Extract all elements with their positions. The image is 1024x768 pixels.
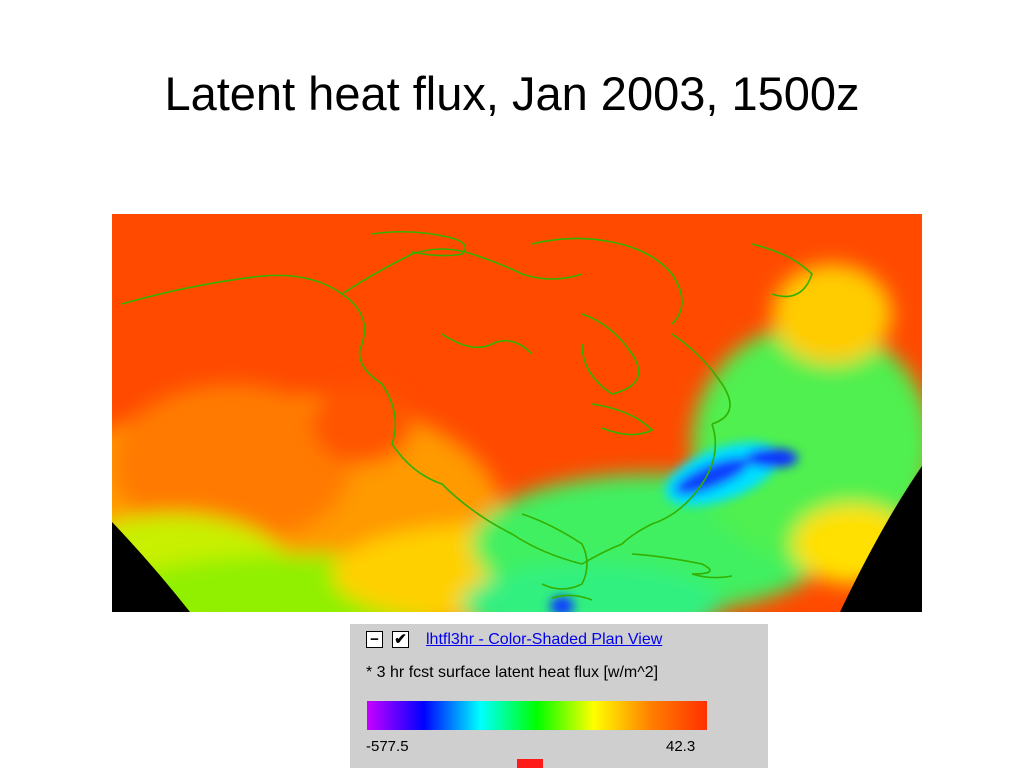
flux-minimum	[550, 442, 798, 612]
flux-map	[112, 214, 922, 612]
colorbar	[367, 701, 707, 730]
visibility-checkbox[interactable]: ✔	[392, 631, 409, 648]
slide-title: Latent heat flux, Jan 2003, 1500z	[164, 67, 860, 120]
coastlines	[121, 230, 813, 601]
map-no-data-left	[112, 522, 190, 612]
collapse-toggle[interactable]: −	[366, 631, 383, 648]
colorbar-marker	[517, 759, 543, 768]
map-no-data-right	[840, 466, 922, 612]
layer-link[interactable]: lhtfl3hr - Color-Shaded Plan View	[426, 631, 663, 648]
flux-field	[112, 264, 922, 612]
layer-description: * 3 hr fcst surface latent heat flux [w/…	[366, 664, 659, 681]
range-min: -577.5	[366, 738, 409, 755]
legend-panel: − ✔ lhtfl3hr - Color-Shaded Plan View * …	[350, 624, 768, 768]
range-max: 42.3	[666, 738, 696, 755]
flux-map-svg	[112, 214, 922, 612]
